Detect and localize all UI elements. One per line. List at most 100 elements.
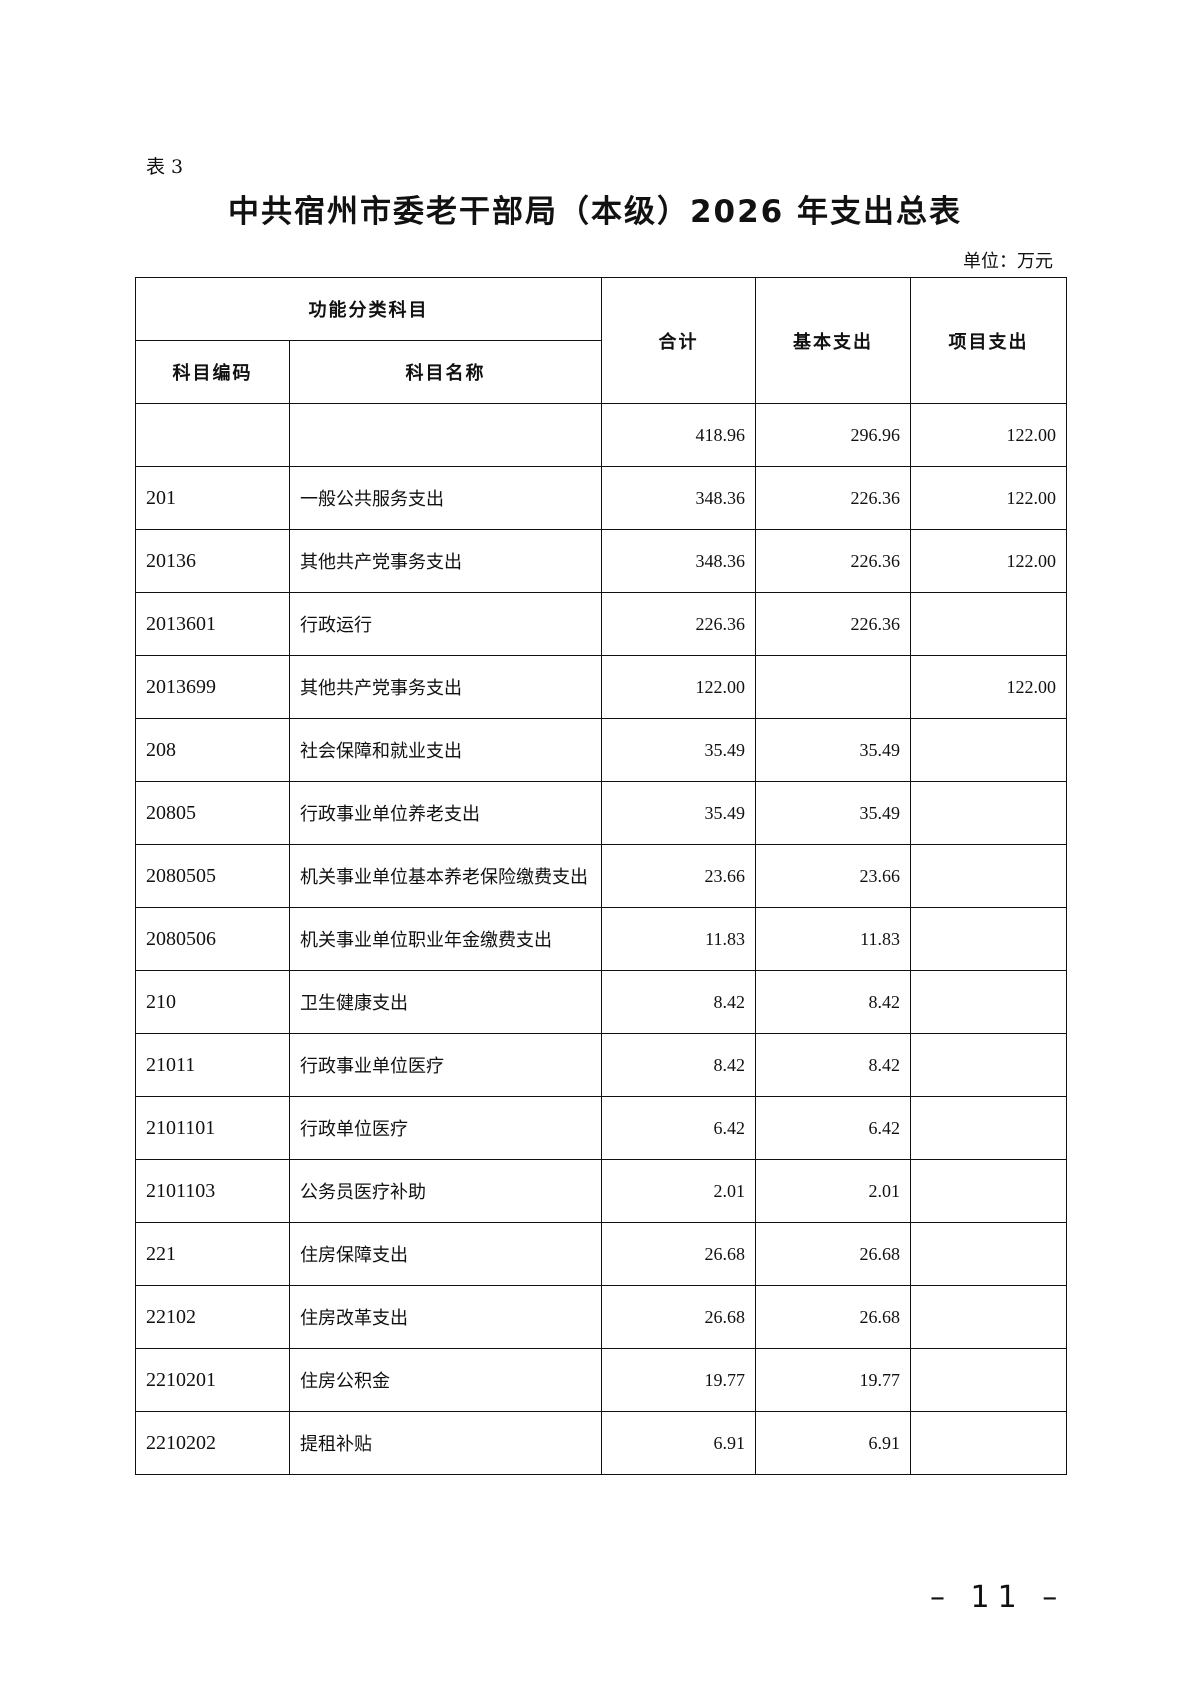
- table-row: 221 住房保障支出 26.68 26.68: [135, 1222, 1067, 1286]
- cell-name: 其他共产党事务支出: [289, 529, 602, 593]
- table-row: 2080505 机关事业单位基本养老保险缴费支出 23.66 23.66: [135, 844, 1067, 908]
- cell-total: 8.42: [601, 970, 756, 1034]
- header-code: 科目编码: [135, 340, 290, 404]
- cell-basic: 19.77: [755, 1348, 911, 1412]
- cell-basic: 226.36: [755, 592, 911, 656]
- cell-basic: 26.68: [755, 1222, 911, 1286]
- cell-total: 6.42: [601, 1096, 756, 1160]
- cell-name: 一般公共服务支出: [289, 466, 602, 530]
- cell-project: [910, 1222, 1067, 1286]
- cell-name: [289, 403, 602, 467]
- table-row: 210 卫生健康支出 8.42 8.42: [135, 970, 1067, 1034]
- cell-name: 机关事业单位基本养老保险缴费支出: [289, 844, 602, 908]
- table-row: 2013699 其他共产党事务支出 122.00 122.00: [135, 655, 1067, 719]
- header-name: 科目名称: [289, 340, 602, 404]
- cell-project: [910, 781, 1067, 845]
- header-total: 合计: [601, 277, 756, 404]
- cell-total: 35.49: [601, 718, 756, 782]
- cell-code: 22102: [135, 1285, 290, 1349]
- cell-basic: 6.91: [755, 1411, 911, 1475]
- table-row: 418.96 296.96 122.00: [135, 403, 1067, 467]
- cell-code: 2013699: [135, 655, 290, 719]
- cell-total: 23.66: [601, 844, 756, 908]
- cell-total: 348.36: [601, 466, 756, 530]
- cell-total: 26.68: [601, 1222, 756, 1286]
- cell-code: 210: [135, 970, 290, 1034]
- cell-project: [910, 970, 1067, 1034]
- table-label: 表 3: [146, 156, 184, 178]
- cell-basic: 11.83: [755, 907, 911, 971]
- table-row: 2210202 提租补贴 6.91 6.91: [135, 1411, 1067, 1475]
- cell-code: 221: [135, 1222, 290, 1286]
- cell-name: 提租补贴: [289, 1411, 602, 1475]
- cell-code: 2210201: [135, 1348, 290, 1412]
- cell-code: 20136: [135, 529, 290, 593]
- header-basic: 基本支出: [755, 277, 911, 404]
- cell-basic: 23.66: [755, 844, 911, 908]
- cell-project: [910, 1348, 1067, 1412]
- cell-project: [910, 1033, 1067, 1097]
- cell-total: 226.36: [601, 592, 756, 656]
- cell-project: [910, 592, 1067, 656]
- cell-basic: 2.01: [755, 1159, 911, 1223]
- cell-code: [135, 403, 290, 467]
- cell-basic: 8.42: [755, 970, 911, 1034]
- cell-total: 26.68: [601, 1285, 756, 1349]
- cell-basic: 35.49: [755, 718, 911, 782]
- cell-code: 2101103: [135, 1159, 290, 1223]
- cell-project: 122.00: [910, 403, 1067, 467]
- cell-code: 2101101: [135, 1096, 290, 1160]
- cell-total: 348.36: [601, 529, 756, 593]
- cell-name: 机关事业单位职业年金缴费支出: [289, 907, 602, 971]
- cell-code: 2013601: [135, 592, 290, 656]
- table-row: 21011 行政事业单位医疗 8.42 8.42: [135, 1033, 1067, 1097]
- table-row: 2101101 行政单位医疗 6.42 6.42: [135, 1096, 1067, 1160]
- table-row: 2013601 行政运行 226.36 226.36: [135, 592, 1067, 656]
- cell-total: 19.77: [601, 1348, 756, 1412]
- cell-name: 行政单位医疗: [289, 1096, 602, 1160]
- cell-name: 住房保障支出: [289, 1222, 602, 1286]
- cell-total: 418.96: [601, 403, 756, 467]
- cell-code: 2080505: [135, 844, 290, 908]
- cell-project: 122.00: [910, 655, 1067, 719]
- cell-total: 2.01: [601, 1159, 756, 1223]
- cell-basic: [755, 655, 911, 719]
- page-title: 中共宿州市委老干部局（本级）2026 年支出总表: [227, 194, 963, 230]
- cell-project: 122.00: [910, 466, 1067, 530]
- cell-basic: 296.96: [755, 403, 911, 467]
- cell-name: 行政事业单位医疗: [289, 1033, 602, 1097]
- cell-total: 8.42: [601, 1033, 756, 1097]
- cell-total: 11.83: [601, 907, 756, 971]
- cell-basic: 6.42: [755, 1096, 911, 1160]
- cell-project: [910, 1096, 1067, 1160]
- header-functional-category: 功能分类科目: [135, 277, 602, 341]
- cell-code: 21011: [135, 1033, 290, 1097]
- cell-project: [910, 718, 1067, 782]
- cell-project: [910, 1285, 1067, 1349]
- cell-code: 208: [135, 718, 290, 782]
- cell-project: [910, 907, 1067, 971]
- cell-total: 35.49: [601, 781, 756, 845]
- cell-code: 2210202: [135, 1411, 290, 1475]
- cell-name: 卫生健康支出: [289, 970, 602, 1034]
- unit-label: 单位：万元: [963, 251, 1053, 272]
- cell-name: 社会保障和就业支出: [289, 718, 602, 782]
- cell-name: 公务员医疗补助: [289, 1159, 602, 1223]
- cell-code: 201: [135, 466, 290, 530]
- cell-project: [910, 1411, 1067, 1475]
- cell-project: 122.00: [910, 529, 1067, 593]
- expenditure-table: 功能分类科目 合计 基本支出 项目支出 科目编码 科目名称 418.96 296.…: [135, 277, 1067, 1475]
- cell-project: [910, 844, 1067, 908]
- table-row: 2101103 公务员医疗补助 2.01 2.01: [135, 1159, 1067, 1223]
- cell-total: 6.91: [601, 1411, 756, 1475]
- table-row: 2080506 机关事业单位职业年金缴费支出 11.83 11.83: [135, 907, 1067, 971]
- cell-name: 住房改革支出: [289, 1285, 602, 1349]
- table-row: 22102 住房改革支出 26.68 26.68: [135, 1285, 1067, 1349]
- cell-code: 20805: [135, 781, 290, 845]
- cell-code: 2080506: [135, 907, 290, 971]
- header-project: 项目支出: [910, 277, 1067, 404]
- cell-basic: 26.68: [755, 1285, 911, 1349]
- cell-basic: 226.36: [755, 466, 911, 530]
- cell-total: 122.00: [601, 655, 756, 719]
- cell-basic: 35.49: [755, 781, 911, 845]
